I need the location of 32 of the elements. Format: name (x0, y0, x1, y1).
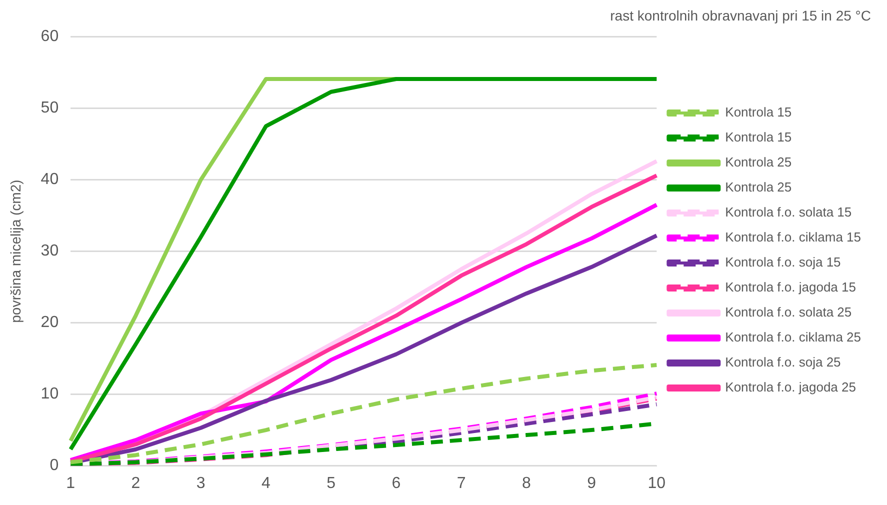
legend-label: Kontrola 15 (725, 104, 792, 120)
legend-label: Kontrola f.o. ciklama 15 (725, 230, 862, 245)
text: rast kontrolnih obravnavanj pri 15 in 25 °C (610, 7, 871, 24)
y-tick-label: 40 (40, 171, 59, 188)
line-series (68, 362, 659, 464)
x-tick-label: 6 (392, 474, 401, 492)
legend-label: Kontrola f.o. jagoda 25 (725, 380, 856, 395)
legend-label: Kontrola f.o. solata 15 (725, 204, 852, 220)
y-tick-label: 60 (40, 28, 59, 46)
x-tick-label: 5 (326, 474, 336, 492)
y-tick-label: 30 (40, 242, 59, 260)
x-tick-label: 9 (587, 474, 596, 492)
x-tick-label: 1 (66, 474, 76, 492)
x-tick-label: 7 (456, 474, 466, 492)
y-tick-label: 50 (40, 100, 59, 117)
legend-label: Kontrola f.o. solata 25 (725, 304, 852, 320)
y-axis-title: površina micelija (cm2) (7, 180, 24, 323)
x-tick-label: 8 (522, 474, 531, 492)
legend-label: Kontrola 25 (725, 154, 792, 170)
x-tick-label: 3 (196, 474, 206, 492)
x-tick-label: 4 (261, 474, 270, 492)
legend-label: Kontrola f.o. soja 15 (725, 254, 841, 270)
legend-label: Kontrola f.o. jagoda 15 (725, 280, 856, 295)
legend-label: Kontrola f.o. ciklama 25 (725, 330, 862, 345)
x-tick-label: 2 (131, 474, 140, 492)
legend-label: Kontrola 15 (725, 130, 792, 145)
y-tick-label: 0 (50, 457, 59, 474)
x-tick-label: 10 (648, 474, 666, 492)
y-tick-label: 10 (40, 386, 59, 403)
y-tick-label: 20 (40, 314, 59, 332)
legend-label: Kontrola 25 (725, 180, 792, 195)
legend-label: Kontrola f.o. soja 25 (725, 354, 841, 370)
